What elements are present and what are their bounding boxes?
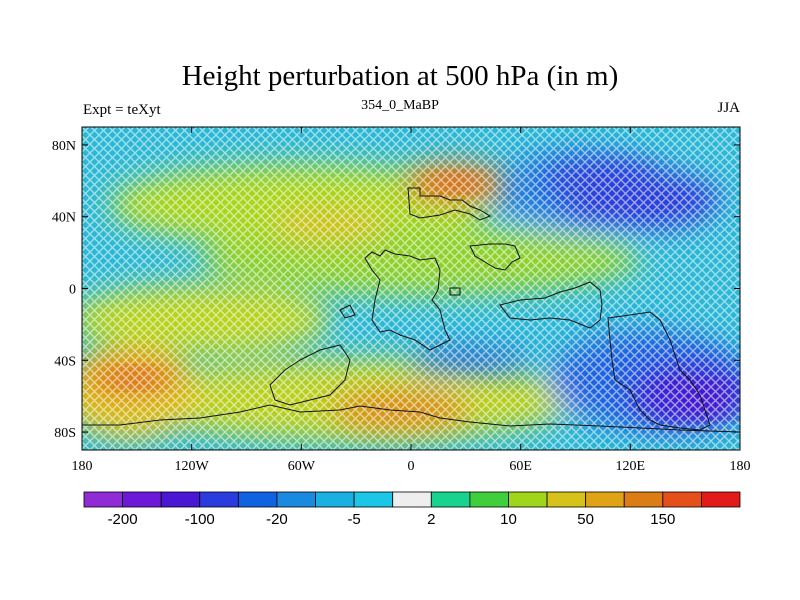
x-tick-label: 180 — [72, 459, 93, 474]
coast-island-2 — [449, 287, 461, 296]
colorbar: -200 -100 -20 -5 2 10 50 150 — [83, 491, 741, 528]
x-tick-label: 180 — [730, 459, 751, 474]
x-tick-label: 60E — [509, 459, 532, 474]
colorbar-swatch — [469, 491, 509, 508]
season-label: JJA — [717, 100, 740, 116]
colorbar-swatch — [392, 491, 432, 508]
colorbar-swatch — [508, 491, 548, 508]
colorbar-swatch — [237, 491, 278, 508]
x-tick-label: 0 — [408, 459, 415, 474]
coast-asia-south — [499, 281, 603, 329]
contour-field — [82, 127, 740, 450]
y-tick-label: 80S — [54, 426, 76, 441]
colorbar-swatch — [276, 491, 316, 508]
colorbar-label: 150 — [650, 511, 675, 528]
y-tick-label: 80N — [52, 139, 76, 154]
y-tick-label: 40S — [54, 354, 76, 369]
colorbar-swatch — [546, 491, 587, 508]
colorbar-label: 2 — [427, 511, 435, 528]
coast-island-1 — [339, 304, 356, 319]
coast-africa — [364, 249, 451, 351]
colorbar-label: 50 — [577, 511, 594, 528]
colorbar-swatch — [585, 491, 625, 508]
colorbar-swatch — [701, 491, 741, 508]
hatch-overlay — [82, 127, 740, 450]
coast-south-america — [269, 344, 351, 406]
coast-asia-west — [469, 243, 521, 271]
coast-australia — [607, 311, 711, 431]
x-tick-label: 60W — [288, 459, 316, 474]
x-tick-label: 120E — [616, 459, 646, 474]
colorbar-swatch — [199, 491, 239, 508]
experiment-label: Expt = teXyt — [83, 102, 161, 118]
colorbar-label: 10 — [500, 511, 517, 528]
colorbar-swatch — [353, 491, 394, 508]
colorbar-label: -100 — [185, 511, 215, 528]
colorbar-swatch — [623, 491, 664, 508]
y-axis: 80N 40N 0 40S 80S — [52, 139, 740, 441]
colorbar-swatch — [315, 491, 355, 508]
coast-antarctica — [82, 404, 740, 433]
colorbar-swatch — [122, 491, 162, 508]
coastlines — [82, 187, 740, 433]
coast-europe — [407, 187, 492, 221]
colorbar-swatch — [83, 491, 123, 508]
x-tick-label: 120W — [175, 459, 210, 474]
period-label: 354_0_MaBP — [361, 98, 439, 113]
y-tick-label: 40N — [52, 211, 76, 226]
colorbar-label: -5 — [347, 511, 360, 528]
colorbar-swatch — [160, 491, 201, 508]
colorbar-swatch — [430, 491, 471, 508]
colorbar-swatch — [662, 491, 702, 508]
plot-title: Height perturbation at 500 hPa (in m) — [181, 60, 619, 92]
colorbar-label: -200 — [108, 511, 138, 528]
x-axis: 180 120W 60W 0 60E 120E 180 — [72, 127, 751, 474]
y-tick-label: 0 — [69, 283, 76, 298]
colorbar-label: -20 — [266, 511, 288, 528]
